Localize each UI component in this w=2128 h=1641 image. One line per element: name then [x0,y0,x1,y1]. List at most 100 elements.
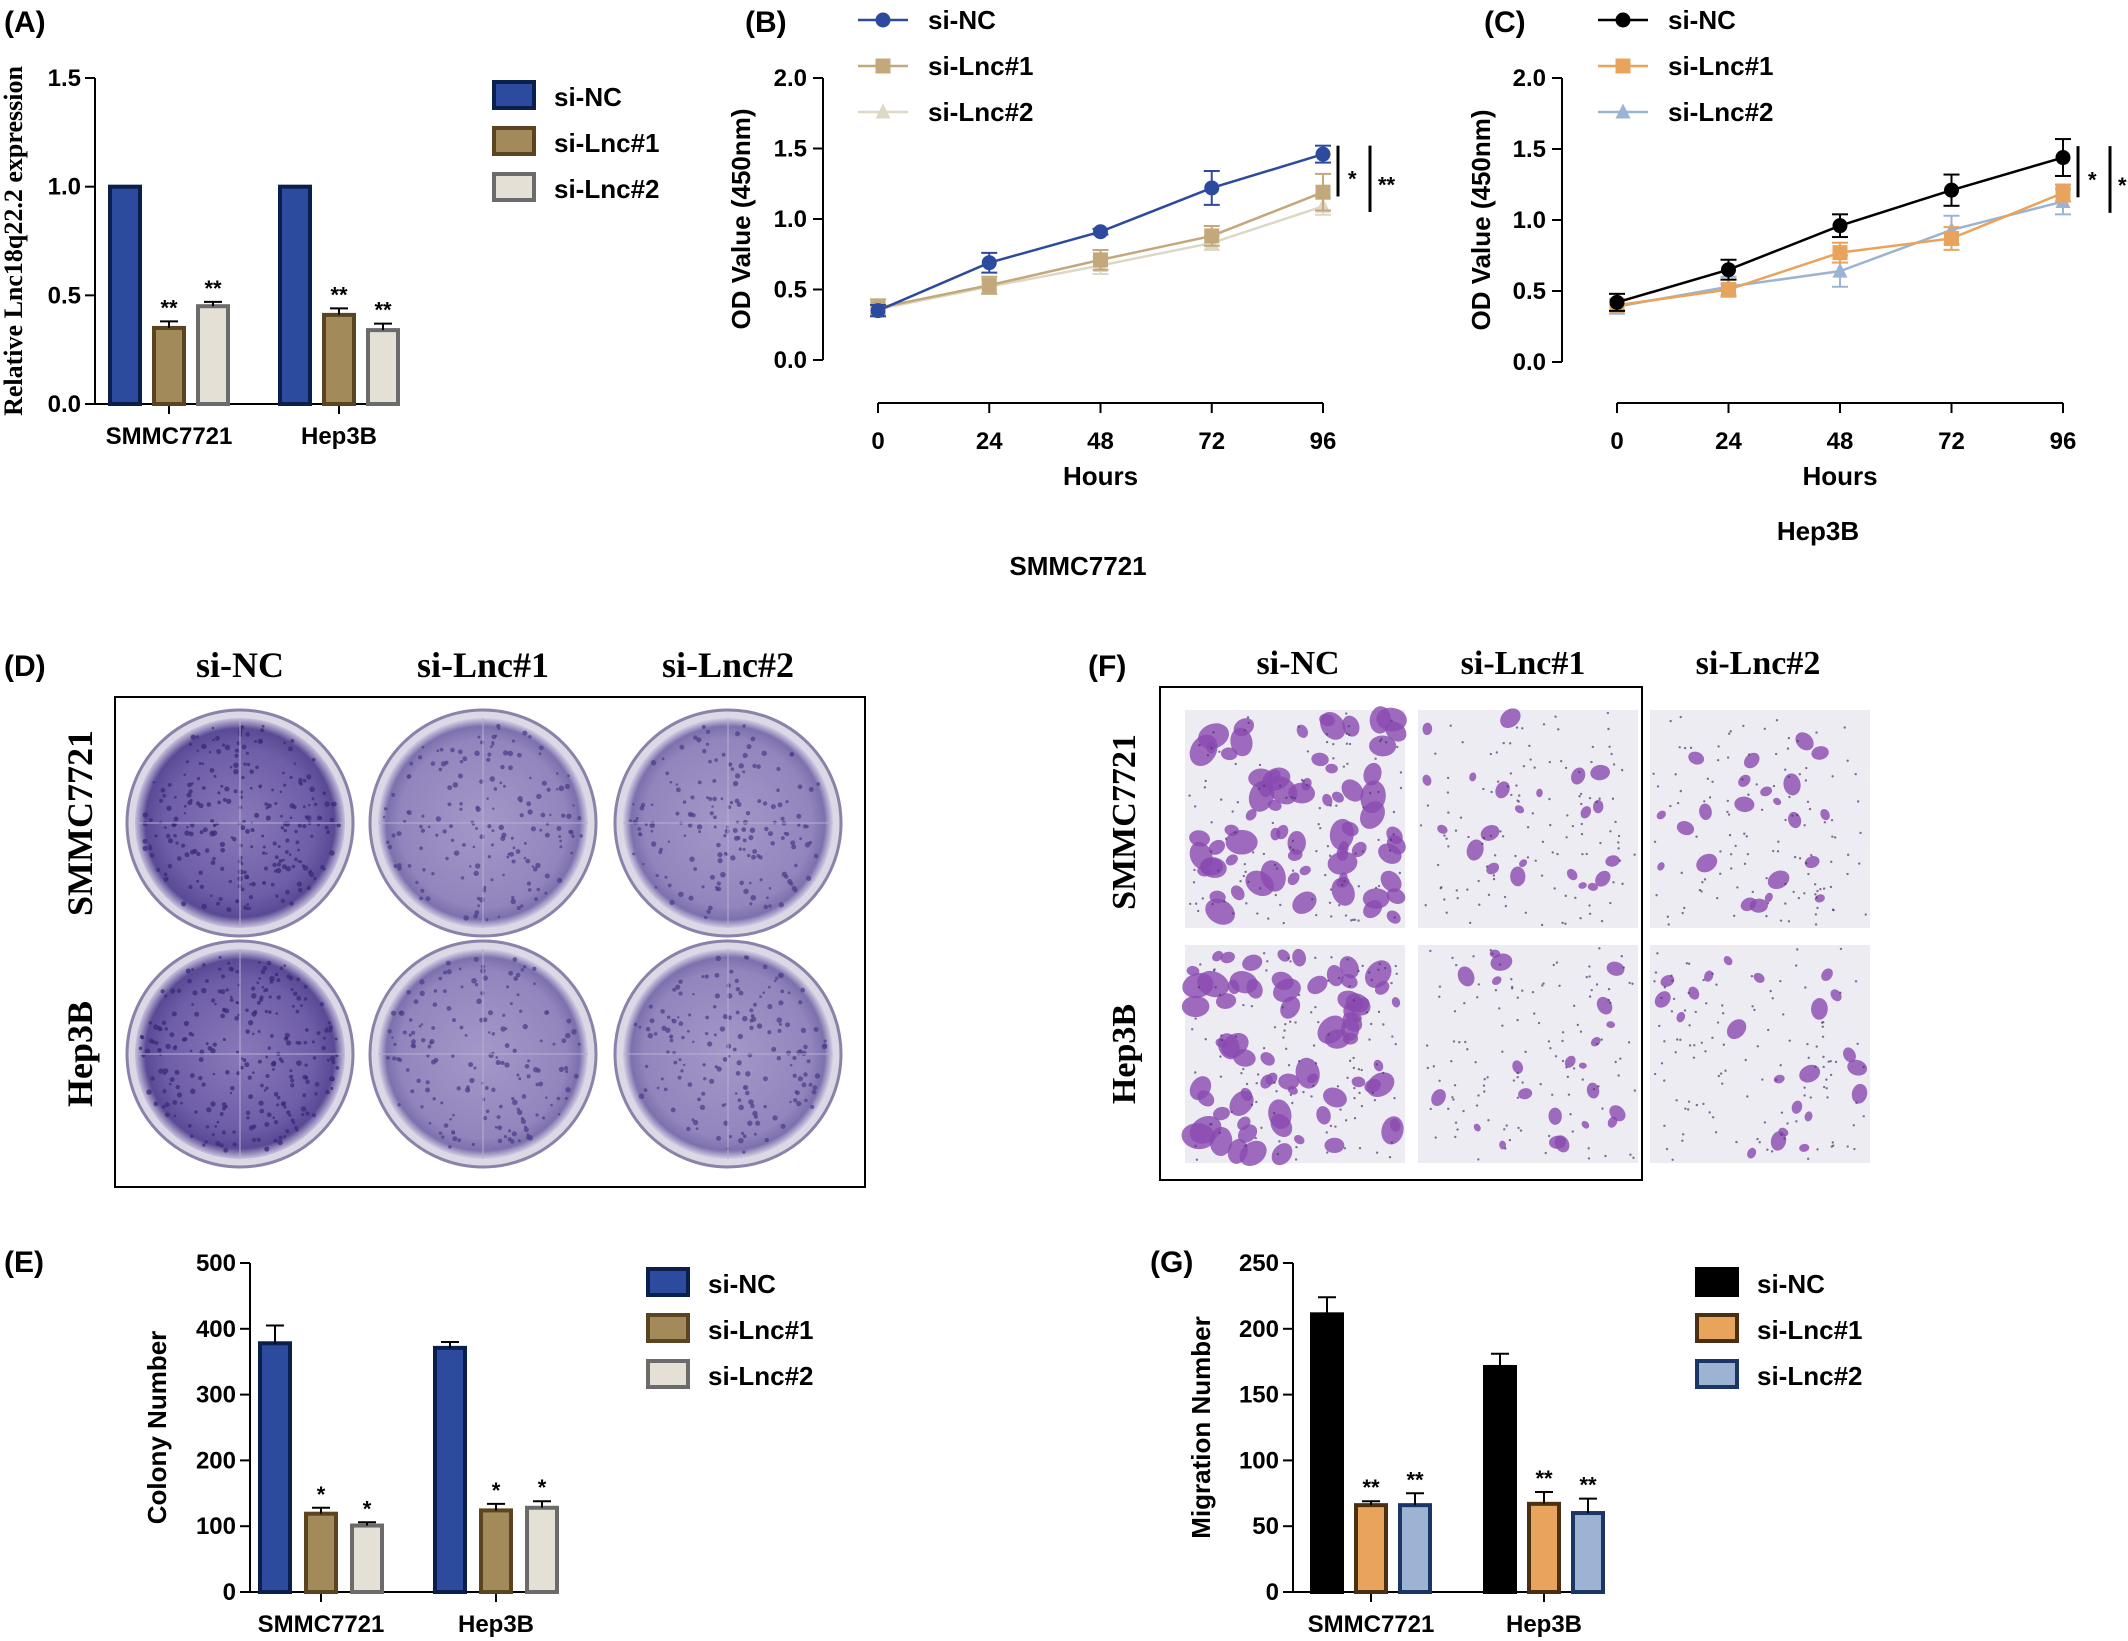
membrane-pore [1439,887,1442,890]
colony-dot [563,1066,569,1071]
membrane-pore [1329,888,1333,891]
colony-dot [435,833,439,837]
membrane-pore [1609,1001,1612,1004]
bar [322,312,356,407]
column-header: si-NC [196,645,284,685]
membrane-pore [1813,883,1817,886]
colony-dot [746,744,752,750]
x-tick-label: 48 [1087,428,1114,455]
colony-dot [267,803,272,809]
migrated-cell [1389,1118,1401,1132]
colony-dot [759,995,762,999]
colony-dot [213,774,217,778]
membrane-pore [1515,784,1518,787]
x-tick-label: 72 [1198,428,1225,455]
membrane-pore [1382,1023,1385,1026]
colony-dot [799,837,802,840]
membrane-pore [1744,1058,1747,1062]
colony-dot [450,838,455,843]
colony-dot [256,1000,261,1005]
colony-dot [506,855,510,859]
bar [278,184,312,406]
colony-dot [565,1087,571,1093]
membrane-pore [1839,947,1843,951]
colony-dot [189,849,195,855]
membrane-pore [1669,804,1672,808]
colony-dot [780,1123,786,1129]
colony-dot [191,968,194,972]
membrane-pore [1236,801,1240,804]
colony-dot [706,909,711,914]
membrane-pore [1503,1128,1506,1131]
migrated-cell [1360,780,1386,814]
colony-dot [499,781,503,785]
colony-dot [273,1120,279,1125]
membrane-pore [1462,1109,1465,1113]
panel-label-g: (G) [1150,1246,1193,1279]
migrated-cell [1294,1135,1305,1145]
colony-dot [459,760,464,764]
colony-dot [720,871,726,878]
migrated-cell [1373,1059,1384,1072]
colony-dot [701,1091,706,1096]
colony-dot [264,802,269,806]
legend-label: si-Lnc#2 [1668,97,1774,127]
colony-dot [474,750,480,757]
membrane-pore [1554,715,1557,718]
colony-dot [302,824,307,829]
membrane-pore [1223,900,1226,903]
membrane-pore [1529,758,1532,761]
membrane-pore [1680,871,1683,875]
colony-dot [270,882,275,887]
membrane-pore [1629,1153,1632,1156]
membrane-pore [1620,955,1623,958]
membrane-pore [1815,896,1818,899]
migrated-cell [1326,964,1344,987]
migrated-cell [1518,1088,1533,1100]
colony-dot [490,843,494,847]
membrane-pore [1210,821,1213,824]
y-tick-label: 300 [196,1382,236,1409]
colony-dot [234,748,239,753]
membrane-pore [1242,1003,1245,1007]
membrane-pore [1377,968,1380,972]
membrane-pore [1552,963,1555,967]
migrated-cell [1391,997,1401,1008]
membrane-pore [1722,1043,1726,1046]
colony-dot [283,741,286,745]
migrated-cell [1287,872,1300,886]
colony-dot [752,763,757,768]
colony-dot [756,853,761,858]
colony-dot [516,1073,520,1077]
colony-dot [295,1009,300,1014]
colony-dot [449,1117,453,1121]
y-axis-label: Relative Lnc18q22.2 expression [0,66,28,416]
membrane-pore [1314,1005,1317,1009]
colony-dot [397,1103,401,1107]
migrated-cell [1197,970,1230,998]
row-header: SMMC7721 [1106,734,1143,910]
colony-dot [742,1134,747,1139]
migrated-cell [1422,722,1433,736]
membrane-pore [1526,856,1530,859]
colony-dot [522,1024,528,1030]
membrane-pore [1816,889,1819,893]
migrated-cell [1230,885,1245,901]
colony-dot [250,828,255,833]
migrated-cell [1351,1076,1366,1088]
membrane-pore [1243,729,1246,732]
colony-dot [285,889,290,895]
membrane-pore [1262,784,1266,788]
colony-dot [232,1142,238,1147]
colony-dot [310,834,314,838]
membrane-pore [1464,1040,1467,1044]
membrane-pore [1540,874,1544,877]
membrane-pore [1273,1081,1276,1084]
migrated-cell [1595,870,1611,887]
membrane-pore [1580,802,1583,806]
colony-dot [486,797,489,800]
membrane-pore [1311,898,1314,901]
colony-dot [656,1086,660,1090]
